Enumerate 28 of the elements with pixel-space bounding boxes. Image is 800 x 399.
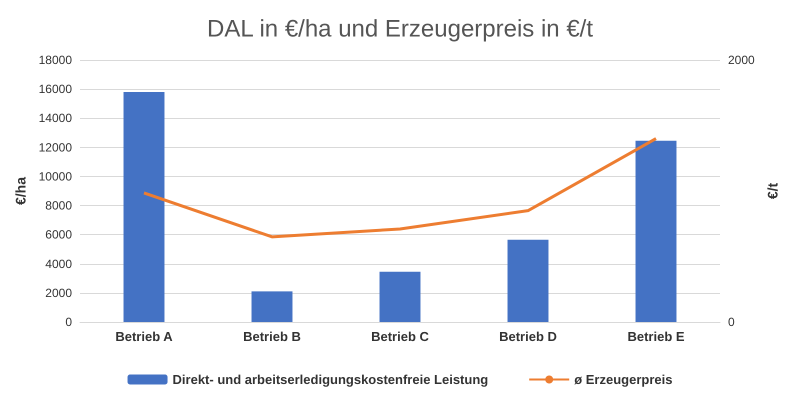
- y-tick-label: 10000: [38, 169, 72, 184]
- y2-tick-label: 0: [728, 315, 735, 329]
- y-tick-label: 2000: [45, 286, 72, 300]
- bar: [636, 140, 676, 322]
- y-tick-label: 14000: [38, 111, 72, 126]
- y-tick-label: 16000: [38, 82, 72, 96]
- y-tick-label: 18000: [38, 53, 72, 67]
- x-tick-label: Betrieb B: [243, 329, 301, 344]
- bar: [252, 291, 292, 322]
- x-tick-label: Betrieb C: [371, 329, 430, 344]
- x-tick-label: Betrieb E: [627, 329, 685, 344]
- legend-label: ø Erzeugerpreis: [574, 372, 672, 387]
- bar: [124, 92, 164, 322]
- y-tick-label: 0: [65, 315, 72, 329]
- y-tick-label: 6000: [45, 228, 72, 242]
- x-tick-label: Betrieb A: [115, 329, 174, 344]
- y2-tick-label: 2000: [728, 53, 756, 67]
- y-tick-label: 4000: [45, 256, 72, 271]
- chart-title: DAL in €/ha und Erzeugerpreis in €/t: [206, 16, 594, 42]
- x-tick-label: Betrieb D: [499, 329, 557, 344]
- line-series: [142, 137, 658, 238]
- y-tick-label: 8000: [45, 198, 72, 213]
- y-tick-label: 12000: [38, 140, 72, 154]
- y2-axis-title: €/t: [764, 182, 781, 200]
- bar: [508, 240, 548, 322]
- y-axis-title: €/ha: [12, 176, 29, 206]
- bar: [380, 272, 420, 322]
- legend-label: Direkt- und arbeitserledigungskostenfreie Leistung: [172, 372, 488, 387]
